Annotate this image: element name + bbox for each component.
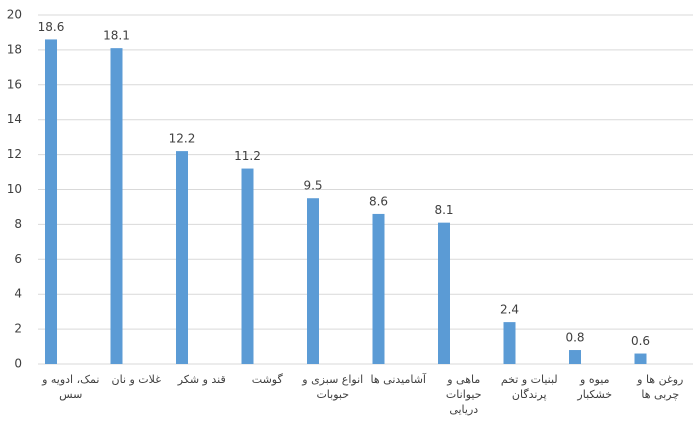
y-tick-label: 10 <box>7 182 22 196</box>
y-tick-label: 4 <box>14 287 22 301</box>
bar <box>438 222 450 364</box>
bar <box>372 213 385 364</box>
x-tick-label: روغن ها و چربی ها <box>637 373 684 401</box>
x-tick-label: غلات و نان <box>111 373 161 386</box>
value-label: 9.5 <box>303 179 322 193</box>
value-label: 12.2 <box>169 132 196 146</box>
value-label: 0.8 <box>565 331 584 345</box>
x-tick-label: نمک، ادویه و سس <box>42 373 100 401</box>
value-label: 18.6 <box>38 20 65 34</box>
bar <box>45 39 57 365</box>
y-tick-label: 14 <box>7 112 22 126</box>
x-tick-label: آشامیدنی ها <box>370 373 427 386</box>
x-tick-label: انواع سبزی و حبوبات <box>302 373 364 401</box>
value-label: 18.1 <box>103 29 130 43</box>
y-tick-label: 16 <box>7 77 22 91</box>
x-tick-label: میوه و خشکبار <box>577 373 613 401</box>
value-label: 8.1 <box>434 203 453 217</box>
bar <box>503 322 516 364</box>
y-tick-label: 8 <box>14 217 22 231</box>
x-tick-label: ماهی و حیوانات دریایی <box>445 373 482 416</box>
y-tick-label: 20 <box>7 8 22 22</box>
y-tick-label: 12 <box>7 147 22 161</box>
y-tick-label: 6 <box>14 252 22 266</box>
y-tick-label: 2 <box>14 322 22 336</box>
bar <box>569 350 581 364</box>
x-tick-label: گوشت <box>251 373 283 386</box>
x-tick-label: قند و شکر <box>177 373 226 386</box>
value-label: 0.6 <box>631 334 650 348</box>
y-tick-label: 18 <box>7 42 22 56</box>
value-label: 8.6 <box>369 194 388 208</box>
value-label: 11.2 <box>234 149 261 163</box>
value-label: 2.4 <box>500 303 519 317</box>
bar <box>241 168 254 364</box>
bar <box>307 198 319 364</box>
bar <box>634 353 647 364</box>
bar <box>110 48 123 364</box>
x-tick-label: لبنیات و تخم پرندگان <box>500 373 558 401</box>
bar <box>176 151 188 364</box>
y-tick-label: 0 <box>14 357 22 371</box>
